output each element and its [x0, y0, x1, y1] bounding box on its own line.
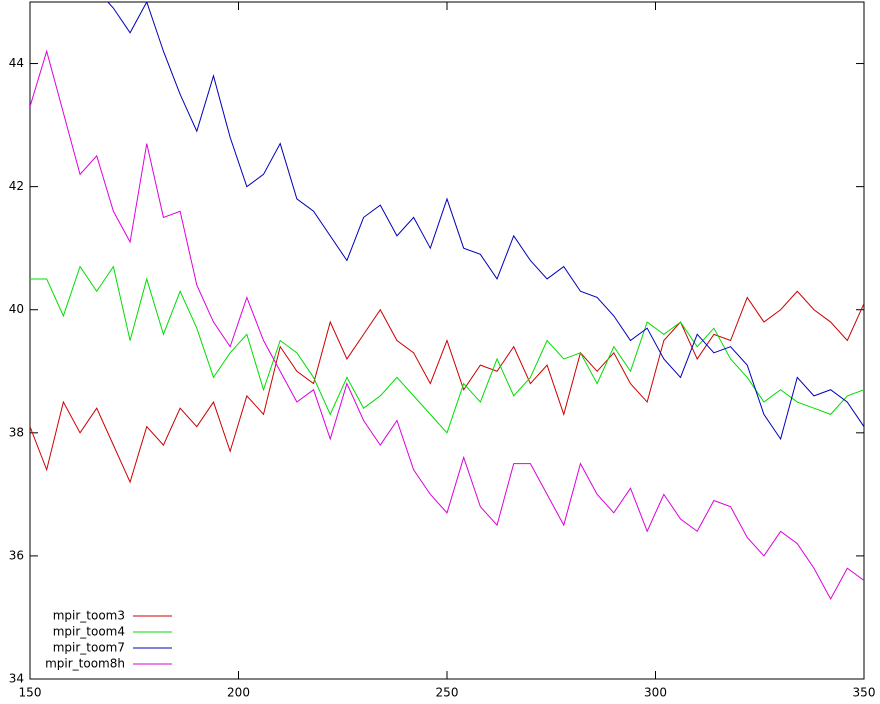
x-tick-label: 200 — [227, 686, 250, 700]
series-line — [30, 290, 864, 484]
legend-label: mpir_toom4 — [53, 625, 125, 639]
y-tick-label: 38 — [9, 425, 24, 439]
legend-label: mpir_toom3 — [53, 609, 125, 623]
series-line — [107, 2, 864, 441]
legend-label: mpir_toom7 — [53, 641, 125, 655]
y-tick-label: 44 — [9, 56, 24, 70]
y-tick-label: 42 — [9, 179, 24, 193]
x-tick-label: 300 — [644, 686, 667, 700]
y-tick-label: 36 — [9, 548, 24, 562]
series-line — [30, 49, 864, 601]
plot-area — [30, 2, 864, 601]
x-tick-label: 150 — [19, 686, 42, 700]
y-tick-label: 40 — [9, 302, 24, 316]
series-line — [30, 265, 864, 434]
x-tick-label: 350 — [853, 686, 876, 700]
legend-label: mpir_toom8h — [45, 657, 125, 671]
x-tick-label: 250 — [436, 686, 459, 700]
y-tick-label: 34 — [9, 672, 24, 686]
